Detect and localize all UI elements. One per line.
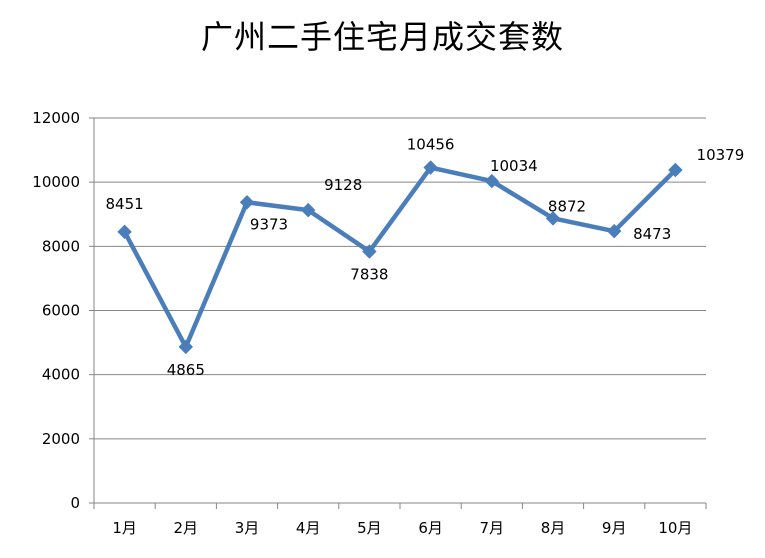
series-markers [117,160,683,355]
data-point-marker [300,202,316,218]
grid-lines [94,117,706,440]
x-tick-label: 5月 [357,519,382,537]
x-tick-label: 7月 [480,519,505,537]
data-label: 7838 [350,266,388,284]
data-label: 10034 [490,157,538,175]
x-tick-label: 9月 [602,519,627,537]
data-point-marker [606,223,622,239]
data-label: 8872 [548,197,586,215]
data-point-marker [423,160,438,175]
data-label: 8473 [633,225,671,243]
y-tick-label: 2000 [42,430,80,448]
data-label: 4865 [167,361,205,379]
data-label: 9373 [250,215,288,233]
y-tick-label: 6000 [42,302,80,320]
x-tick-label: 10月 [658,519,692,537]
y-tick-label: 0 [70,494,80,512]
data-point-marker [484,173,500,189]
data-label: 8451 [106,195,144,213]
series-line [122,165,678,350]
data-label: 10379 [697,146,745,164]
data-point-marker [362,244,377,259]
x-tick-label: 3月 [235,519,260,537]
series-line-path [122,165,678,350]
y-tick-label: 10000 [32,173,80,191]
y-tick-label: 4000 [42,366,80,384]
x-tick-label: 4月 [296,519,321,537]
y-tick-label: 8000 [42,237,80,255]
y-tick-labels: 0 2000 4000 6000 8000 10000 12000 [32,109,80,512]
data-point-marker [178,339,194,355]
x-tick-label: 1月 [112,519,137,537]
data-point-marker [117,224,132,240]
x-tick-labels: 1月 2月 3月 4月 5月 6月 7月 8月 9月 10月 [112,519,692,537]
data-labels: 8451 4865 9373 9128 7838 10456 10034 8872 8473 10… [106,136,745,379]
axes [89,117,707,509]
data-point-marker [668,162,683,178]
x-tick-label: 2月 [174,519,199,537]
data-label: 9128 [324,176,362,194]
data-point-marker [239,195,255,210]
x-tick-label: 8月 [541,519,566,537]
data-point-marker [545,211,561,226]
x-tick-label: 6月 [418,519,443,537]
data-label: 10456 [407,136,455,154]
chart-title: 广州二手住宅月成交套数 [200,18,564,56]
y-tick-label: 12000 [32,109,80,127]
